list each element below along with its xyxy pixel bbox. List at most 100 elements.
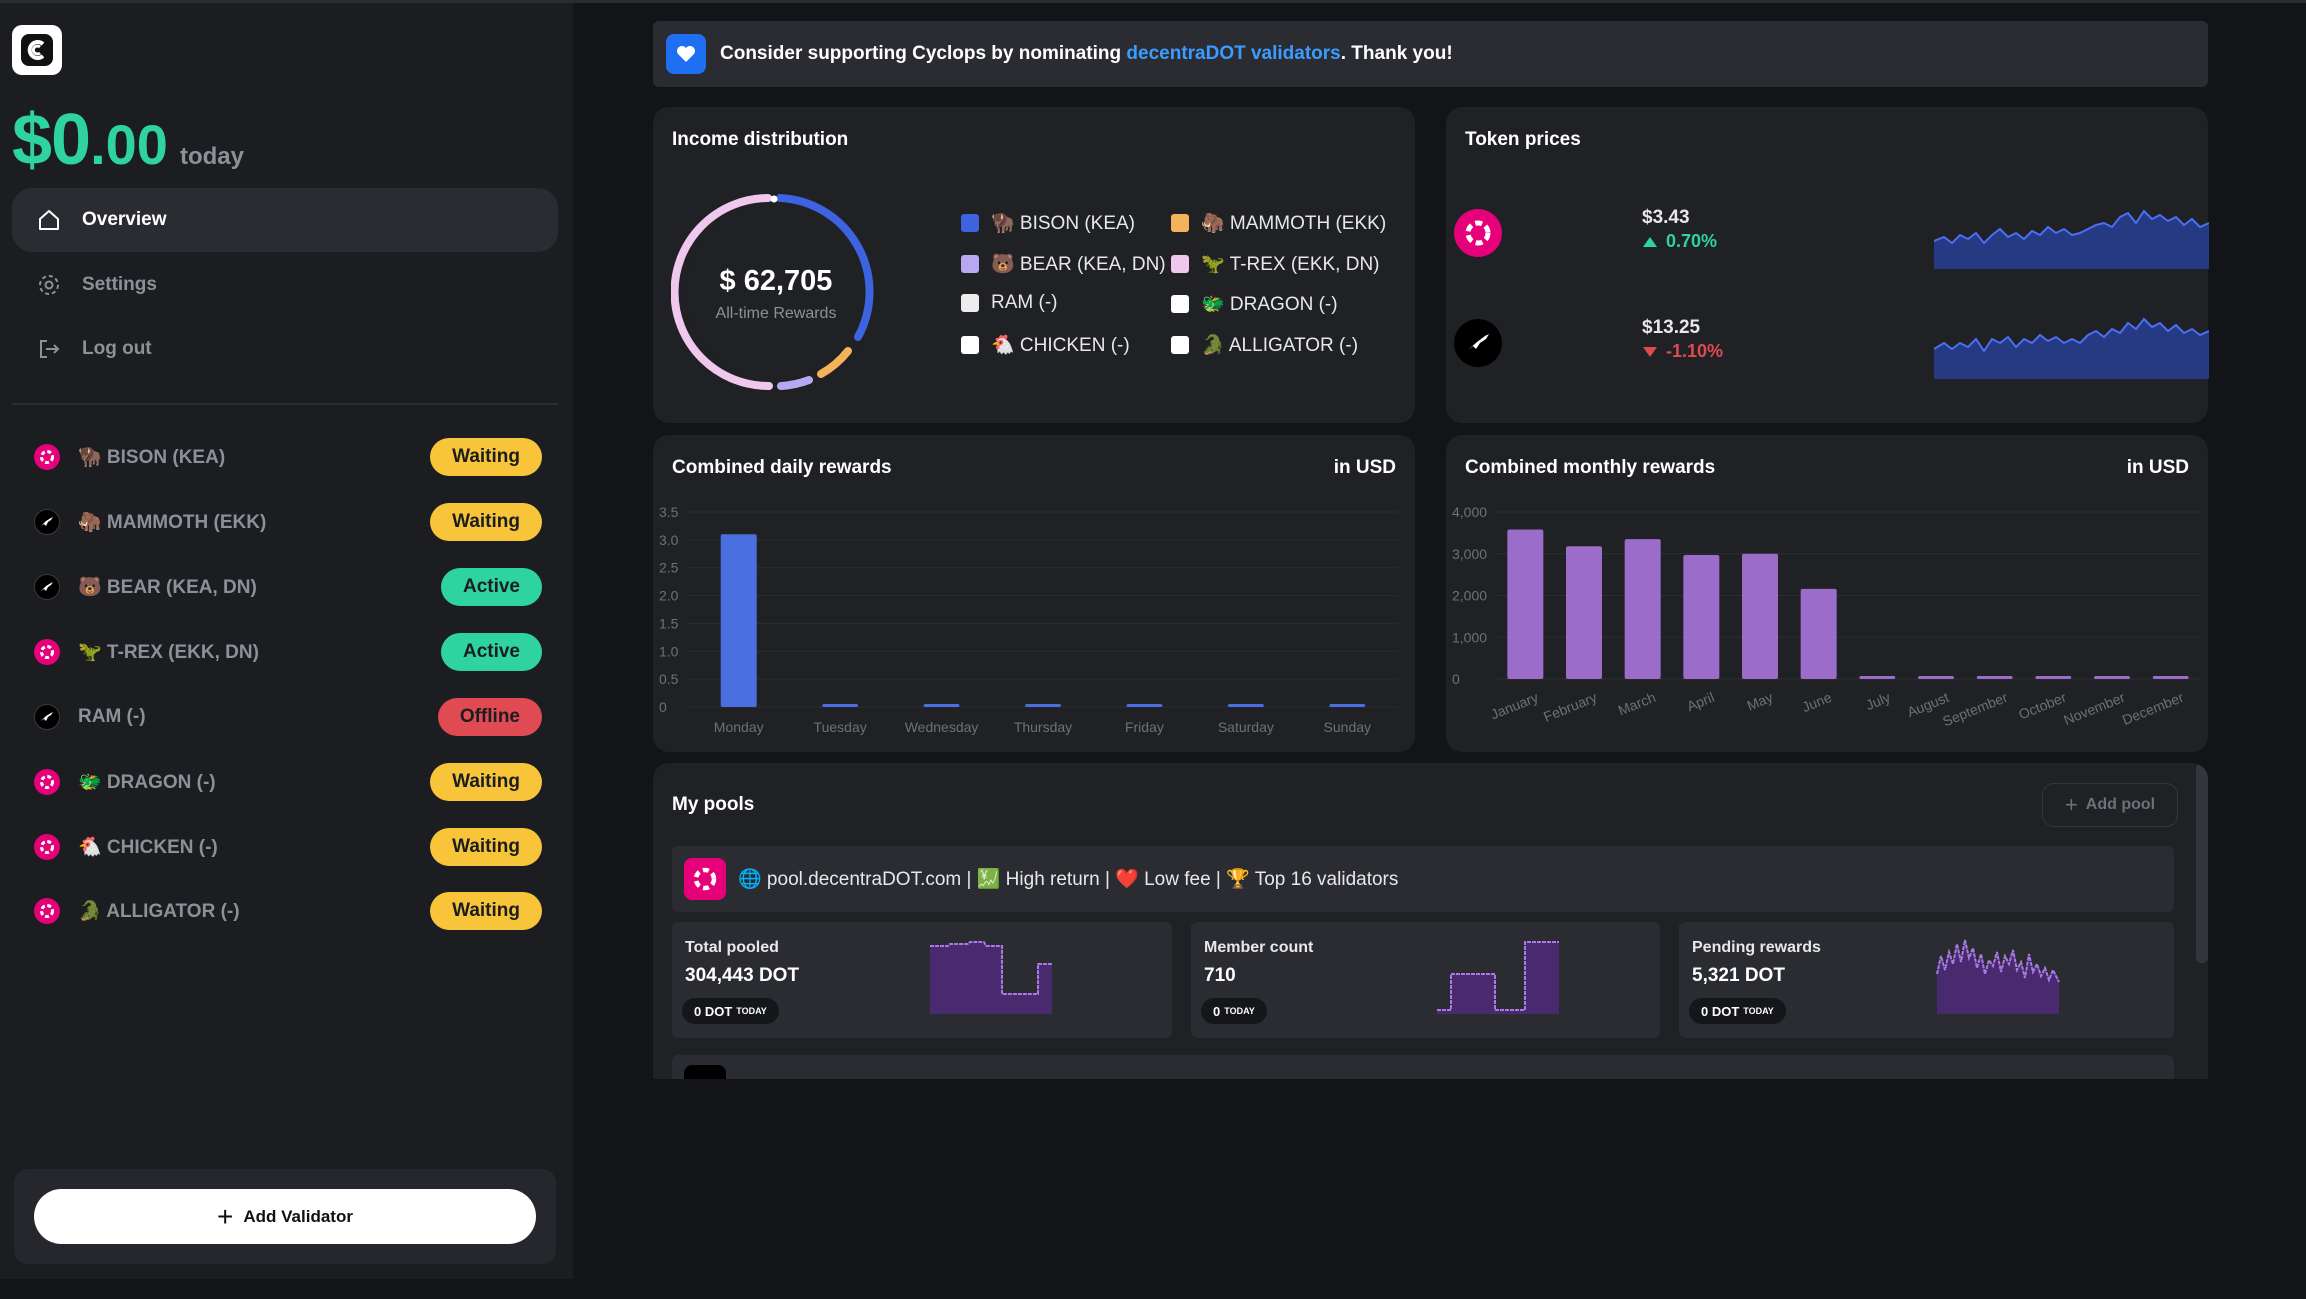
- monthly-rewards-chart: 0 1,000 2,000 3,000 4,000 January February Marc…: [1452, 504, 2200, 729]
- token-change-dot: 0.70%: [1642, 231, 1717, 252]
- bar: [1918, 676, 1954, 679]
- bar: [1025, 704, 1061, 707]
- stat-member-count-today: 0 TODAY: [1201, 998, 1267, 1024]
- x-tick-label: Friday: [1125, 719, 1164, 735]
- status-badge: Waiting: [430, 892, 542, 930]
- add-validator-button[interactable]: + Add Validator: [34, 1189, 536, 1244]
- logout-icon: [36, 336, 62, 362]
- pool-header-next[interactable]: [672, 1055, 2174, 1079]
- validator-row[interactable]: 🐔 CHICKEN (-) Waiting: [34, 827, 542, 867]
- legend-item: 🦖 T-REX (EKK, DN): [1171, 252, 1380, 276]
- daily-rewards-chart: 0 0.5 1.0 1.5 2.0 2.5 3.0 3.5 Monday Tuesday Wedne…: [659, 504, 1398, 735]
- y-tick-label: 1,000: [1452, 629, 1487, 645]
- legend-swatch: [961, 336, 979, 354]
- validator-row[interactable]: 🦬 BISON (KEA) Waiting: [34, 437, 542, 477]
- nav-overview-label: Overview: [82, 209, 167, 230]
- bar: [1507, 529, 1544, 679]
- pending-rewards-sparkline: [1936, 939, 2060, 1014]
- legend-item: 🐲 DRAGON (-): [1171, 292, 1338, 316]
- ring-segment-bison: [776, 194, 874, 341]
- stat-pending-rewards-today-value: 0 DOT: [1701, 1003, 1740, 1019]
- validator-row[interactable]: 🦖 T-REX (EKK, DN) Active: [34, 632, 542, 672]
- polkadot-icon: [34, 769, 60, 795]
- arrow-down-icon: [1643, 346, 1657, 357]
- stat-member-count: Member count 710 0 TODAY: [1191, 922, 1660, 1038]
- monthly-rewards-card: Combined monthly rewards in USD 0 1,000 2,…: [1446, 435, 2208, 752]
- validator-name: 🐻 BEAR (KEA, DN): [78, 577, 257, 598]
- nav-logout[interactable]: Log out: [12, 317, 558, 381]
- x-tick-label: Saturday: [1218, 719, 1274, 735]
- bar: [822, 704, 859, 707]
- y-tick-label: 2,000: [1452, 588, 1487, 604]
- validator-name: RAM (-): [78, 706, 146, 727]
- legend-swatch: [961, 294, 979, 312]
- today-cents: .00: [90, 113, 168, 176]
- bar: [1227, 704, 1264, 707]
- status-badge: Waiting: [430, 828, 542, 866]
- bar: [2094, 676, 2130, 679]
- income-amount-label: All-time Rewards: [715, 305, 837, 322]
- cyclops-logo[interactable]: [12, 25, 62, 75]
- legend-swatch: [1171, 214, 1189, 232]
- plus-icon: +: [217, 1200, 234, 1232]
- stat-total-pooled: Total pooled 304,443 DOT 0 DOT TODAY: [672, 922, 1172, 1038]
- nav-settings[interactable]: Settings: [12, 253, 558, 317]
- validator-name: 🐔 CHICKEN (-): [78, 837, 218, 858]
- add-validator-label: Add Validator: [243, 1206, 353, 1226]
- status-badge: Active: [440, 568, 542, 606]
- stat-pending-rewards-today-suffix: TODAY: [1743, 1006, 1774, 1016]
- polkadot-icon: [34, 639, 60, 665]
- token-change-dot-value: 0.70%: [1666, 231, 1718, 251]
- my-pools-card: My pools + Add pool 🌐 pool.decentraDOT.c…: [653, 763, 2208, 1079]
- validator-row[interactable]: 🐻 BEAR (KEA, DN) Active: [34, 567, 542, 607]
- income-distribution-card: Income distribution $ 62,705 All-time Re…: [653, 107, 1415, 423]
- bar: [1800, 588, 1837, 679]
- today-amount: $0: [12, 100, 91, 180]
- legend-label: 🐻 BEAR (KEA, DN): [991, 254, 1166, 275]
- add-pool-button[interactable]: + Add pool: [2042, 783, 2178, 827]
- validator-row[interactable]: RAM (-) Offline: [34, 697, 542, 737]
- nav-logout-label: Log out: [82, 338, 152, 359]
- my-pools-title: My pools: [672, 794, 755, 815]
- polkadot-icon: [684, 858, 726, 900]
- kusama-icon: [1454, 319, 1502, 367]
- legend-label: 🐔 CHICKEN (-): [991, 335, 1130, 356]
- stat-member-count-value: 710: [1204, 965, 1236, 986]
- x-tick-label: February: [1541, 689, 1599, 725]
- income-donut-chart: [670, 194, 874, 391]
- validator-row[interactable]: 🐲 DRAGON (-) Waiting: [34, 762, 542, 802]
- arrow-up-icon: [1643, 236, 1657, 247]
- stat-total-pooled-label: Total pooled: [685, 939, 779, 956]
- bar: [1742, 553, 1778, 679]
- token-sparkline-dot: [1934, 209, 2209, 269]
- legend-item: 🦣 MAMMOTH (EKK): [1171, 211, 1386, 235]
- stat-member-count-today-value: 0: [1213, 1003, 1221, 1019]
- bar: [923, 704, 960, 707]
- pool-header[interactable]: 🌐 pool.decentraDOT.com | 💹 High return |…: [672, 846, 2174, 912]
- validator-row[interactable]: 🐊 ALLIGATOR (-) Waiting: [34, 891, 542, 931]
- pools-scrollbar[interactable]: [2196, 763, 2208, 963]
- legend-swatch: [961, 214, 979, 232]
- y-tick-label: 4,000: [1452, 504, 1487, 520]
- banner-link[interactable]: decentraDOT validators: [1126, 43, 1341, 64]
- x-tick-label: January: [1488, 689, 1540, 722]
- bar: [1859, 676, 1896, 679]
- stat-total-pooled-today-value: 0 DOT: [694, 1003, 733, 1019]
- add-pool-label: Add pool: [2085, 796, 2156, 813]
- token-row-dot: $3.43 0.70%: [1454, 199, 2210, 269]
- nav-overview[interactable]: Overview: [12, 188, 558, 252]
- support-banner: Consider supporting Cyclops by nominatin…: [653, 21, 2208, 87]
- bar: [1624, 539, 1661, 679]
- legend-swatch: [1171, 336, 1189, 354]
- sidebar-divider: [12, 403, 558, 405]
- plus-icon: +: [2064, 792, 2078, 817]
- bar: [2035, 676, 2072, 679]
- income-title: Income distribution: [672, 129, 849, 150]
- nav-settings-label: Settings: [82, 274, 157, 295]
- daily-rewards-card: Combined daily rewards in USD 0 0.5 1.0 1.5…: [653, 435, 1415, 752]
- legend-label: 🦖 T-REX (EKK, DN): [1201, 254, 1380, 275]
- top-border: [0, 0, 2306, 3]
- legend-item: 🦬 BISON (KEA): [961, 211, 1135, 235]
- daily-rewards-unit: in USD: [1333, 457, 1396, 478]
- validator-row[interactable]: 🦣 MAMMOTH (EKK) Waiting: [34, 502, 542, 542]
